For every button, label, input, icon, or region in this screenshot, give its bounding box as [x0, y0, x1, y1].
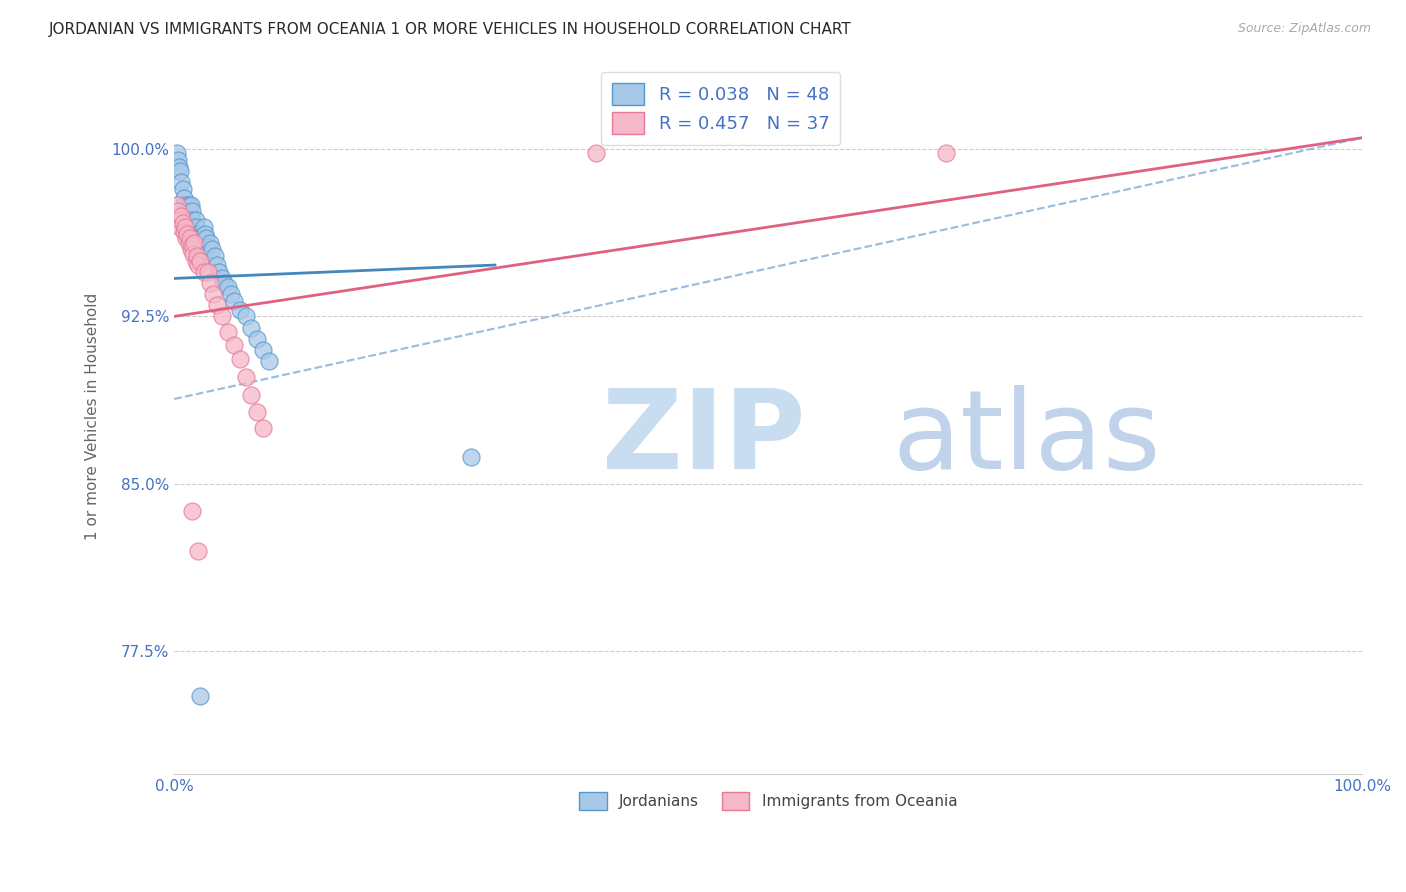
Point [197, 240, 219, 254]
Point [190, 243, 212, 257]
Point [172, 182, 194, 196]
Point [211, 271, 233, 285]
Text: ZIP: ZIP [602, 384, 806, 491]
Point [217, 280, 239, 294]
Point [194, 227, 217, 241]
Y-axis label: 1 or more Vehicles in Household: 1 or more Vehicles in Household [86, 293, 100, 541]
Point [222, 293, 245, 308]
Point [205, 258, 228, 272]
Point [166, 198, 188, 212]
Point [181, 238, 204, 252]
Point [174, 213, 197, 227]
Point [187, 258, 209, 272]
Point [187, 544, 209, 558]
Point [169, 220, 191, 235]
Point [240, 320, 263, 334]
Point [183, 227, 205, 241]
Point [195, 231, 218, 245]
Point [219, 287, 242, 301]
Legend: Jordanians, Immigrants from Oceania: Jordanians, Immigrants from Oceania [574, 786, 963, 816]
Point [166, 146, 188, 161]
Point [217, 325, 239, 339]
Point [172, 216, 194, 230]
Point [170, 175, 193, 189]
Point [184, 253, 207, 268]
Point [190, 253, 212, 268]
Point [585, 146, 607, 161]
Point [240, 387, 263, 401]
Point [259, 354, 281, 368]
Point [222, 338, 245, 352]
Point [181, 503, 204, 517]
Point [460, 450, 482, 464]
Point [173, 225, 195, 239]
Point [208, 265, 231, 279]
Point [246, 405, 269, 419]
Text: Source: ZipAtlas.com: Source: ZipAtlas.com [1237, 22, 1371, 36]
Point [174, 220, 197, 235]
Point [205, 298, 228, 312]
Point [181, 213, 204, 227]
Point [228, 351, 250, 366]
Point [180, 243, 202, 257]
Point [183, 235, 205, 250]
Point [186, 227, 208, 241]
Point [177, 198, 200, 212]
Point [235, 310, 257, 324]
Point [186, 249, 208, 263]
Text: JORDANIAN VS IMMIGRANTS FROM OCEANIA 1 OR MORE VEHICLES IN HOUSEHOLD CORRELATION: JORDANIAN VS IMMIGRANTS FROM OCEANIA 1 O… [49, 22, 852, 37]
Point [187, 231, 209, 245]
Point [198, 235, 221, 250]
Point [174, 198, 197, 212]
Point [193, 220, 215, 235]
Point [166, 204, 188, 219]
Point [184, 220, 207, 235]
Point [190, 689, 212, 703]
Point [179, 231, 201, 245]
Point [198, 276, 221, 290]
Point [235, 369, 257, 384]
Point [181, 220, 204, 235]
Point [167, 213, 190, 227]
Point [181, 247, 204, 261]
Point [197, 265, 219, 279]
Point [201, 243, 224, 257]
Point [246, 332, 269, 346]
Point [188, 235, 211, 250]
Point [190, 249, 212, 263]
Point [935, 146, 957, 161]
Point [180, 198, 202, 212]
Point [177, 235, 200, 250]
Text: atlas: atlas [893, 384, 1161, 491]
Point [167, 160, 190, 174]
Point [174, 231, 197, 245]
Point [169, 164, 191, 178]
Point [202, 287, 225, 301]
Point [252, 421, 274, 435]
Point [179, 213, 201, 227]
Point [184, 213, 207, 227]
Point [228, 302, 250, 317]
Point [212, 276, 235, 290]
Point [166, 153, 188, 167]
Point [173, 191, 195, 205]
Point [211, 310, 233, 324]
Point [252, 343, 274, 357]
Point [174, 204, 197, 219]
Point [170, 209, 193, 223]
Point [176, 220, 198, 235]
Point [177, 204, 200, 219]
Point [181, 204, 204, 219]
Point [176, 227, 198, 241]
Point [193, 265, 215, 279]
Point [204, 249, 226, 263]
